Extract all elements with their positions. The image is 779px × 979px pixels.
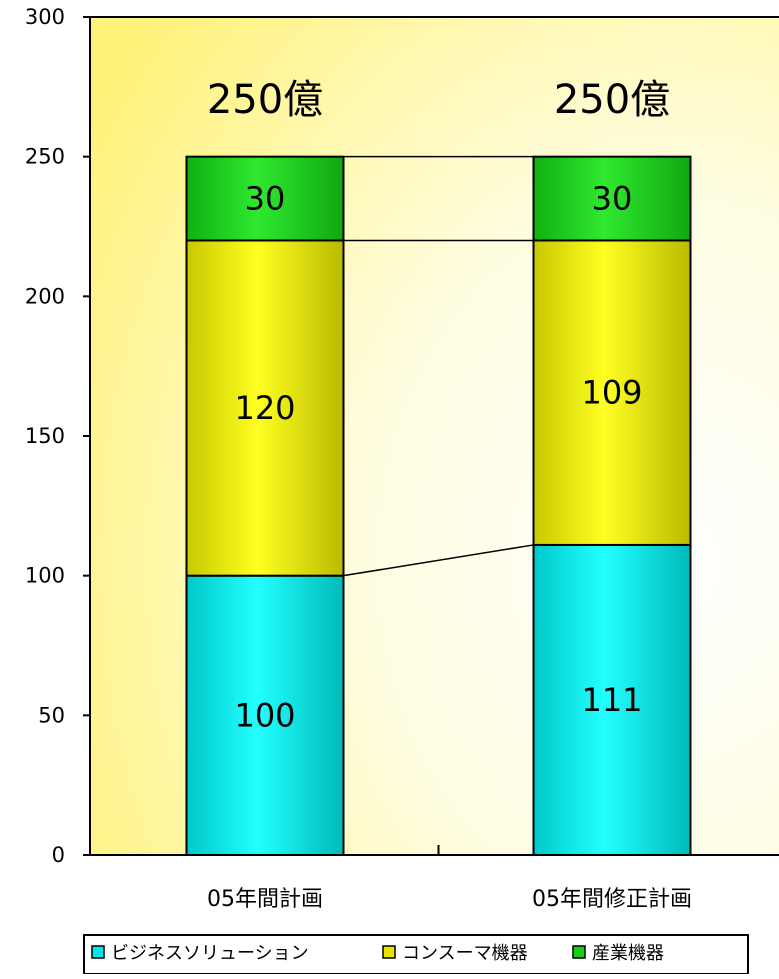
bars (185, 155, 692, 857)
y-tick-label: 150 (25, 424, 65, 448)
x-category-label: 05年間修正計画 (532, 887, 692, 912)
total-label-1: 250億 (554, 77, 670, 123)
y-axis-ticks: 0 50 100 150 200 250 300 (25, 5, 90, 867)
y-tick-label: 0 (52, 843, 65, 867)
x-category-label: 05年間計画 (207, 887, 323, 912)
segment-value-label-1-0: 111 (581, 681, 642, 719)
legend-label-0: ビジネスソリューション (111, 943, 309, 964)
legend-label-1: コンスーマ機器 (402, 943, 528, 964)
segment-value-label-0-0: 100 (234, 696, 295, 734)
segment-value-label-1-1: 109 (581, 374, 642, 412)
total-label-0: 250億 (207, 77, 323, 123)
legend-swatch-0 (91, 945, 105, 959)
bar-segment-1-1 (532, 239, 692, 546)
bar-segment-0-1 (185, 239, 345, 577)
y-tick-label: 50 (38, 703, 65, 727)
legend-swatch-1 (382, 945, 396, 959)
y-tick-label: 200 (25, 284, 65, 308)
legend: ビジネスソリューション コンスーマ機器 産業機器 (83, 934, 749, 975)
y-tick-label: 250 (25, 145, 65, 169)
legend-label-2: 産業機器 (592, 943, 664, 964)
x-axis-labels: 05年間計画 05年間修正計画 (207, 887, 692, 912)
bar-segment-0-2 (185, 155, 345, 242)
connector-line-0 (343, 544, 534, 577)
segment-value-label-1-2: 30 (592, 180, 633, 218)
series-connector-lines (343, 155, 534, 577)
y-tick-label: 300 (25, 5, 65, 29)
total-labels: 250億 250億 (207, 77, 670, 123)
segment-value-label-0-1: 120 (234, 389, 295, 427)
legend-swatch-2 (572, 945, 586, 959)
y-tick-label: 100 (25, 564, 65, 588)
segment-labels: 100 120 30 111 109 30 (234, 180, 642, 735)
bar-segment-1-2 (532, 155, 692, 242)
segment-value-label-0-2: 30 (245, 180, 286, 218)
